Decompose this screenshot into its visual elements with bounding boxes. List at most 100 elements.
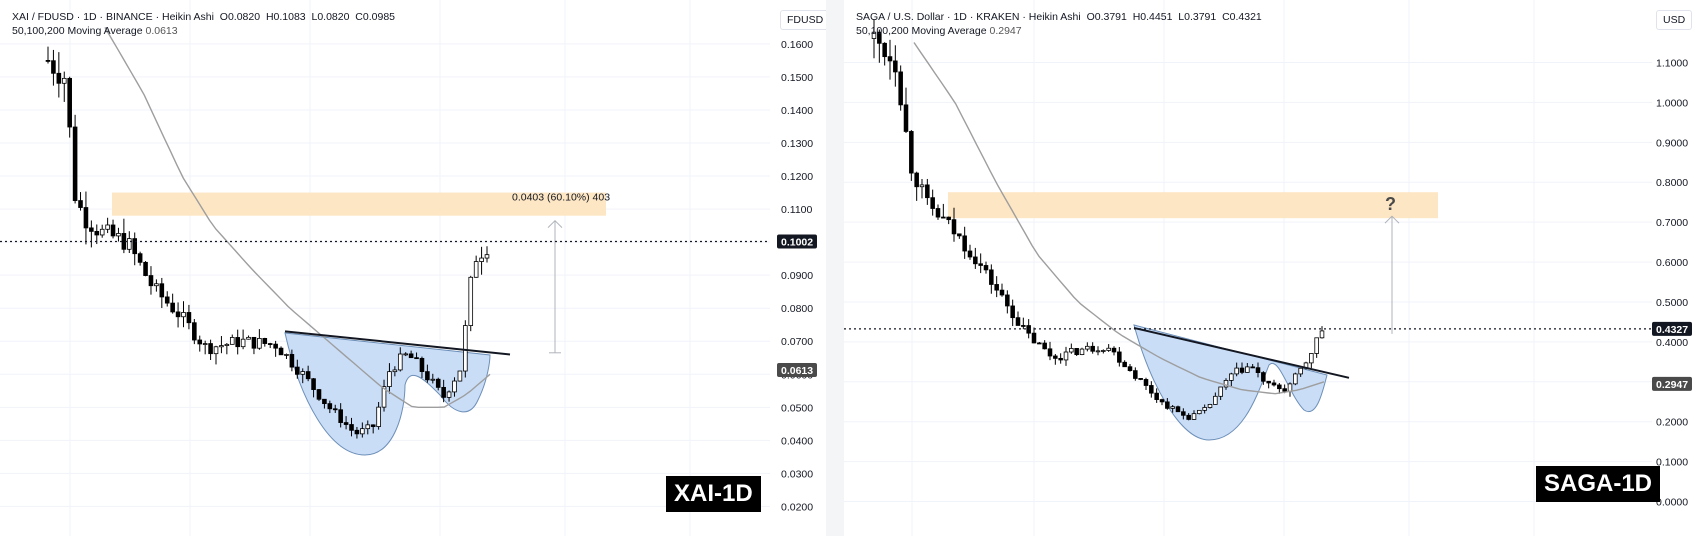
xai-candle <box>425 364 430 383</box>
xai-candle <box>251 336 257 355</box>
saga-chart-svg[interactable]: 1.1000 1.0000 0.9000 0.8000 0.7000 0.6000 0.50… <box>844 0 1700 536</box>
xai-neckline <box>284 330 511 356</box>
xai-candle-body <box>164 296 170 304</box>
xai-legend-line1: XAI / FDUSD · 1D · BINANCE · Heikin Ashi… <box>12 11 395 23</box>
saga-candle-body <box>994 284 999 291</box>
saga-candle-body <box>1245 366 1250 373</box>
xai-moving-average-line <box>104 27 491 408</box>
xai-candle-body <box>381 386 387 408</box>
xai-candle <box>72 114 78 204</box>
saga-candle-body <box>967 250 973 258</box>
xai-candle-body <box>289 354 295 368</box>
xai-candle <box>126 231 132 254</box>
saga-candle <box>1218 386 1223 400</box>
saga-candle <box>1117 346 1122 367</box>
xai-candle <box>213 345 219 365</box>
xai-candle-body <box>240 338 246 348</box>
saga-candle <box>1202 404 1207 414</box>
xai-candle <box>430 373 436 384</box>
xai-candle <box>181 301 186 328</box>
saga-interval[interactable]: 1D <box>953 11 967 23</box>
saga-candle-body <box>909 131 914 174</box>
xai-candle <box>78 192 83 211</box>
saga-candle-body <box>1058 357 1063 361</box>
xai-chart-panel[interactable]: 0.1600 0.1500 0.1400 0.1300 0.1200 0.1100 0.10… <box>0 0 826 536</box>
xai-candle <box>397 347 403 372</box>
saga-candle-body <box>1261 372 1266 382</box>
saga-candle-body <box>871 31 877 39</box>
saga-candle-body <box>1207 404 1213 408</box>
xai-candle <box>414 352 419 360</box>
saga-candle <box>1010 299 1015 327</box>
saga-candle-body <box>1266 380 1271 384</box>
saga-symbol[interactable]: SAGA / U.S. Dollar <box>856 11 945 23</box>
xai-chart-svg[interactable]: 0.1600 0.1500 0.1400 0.1300 0.1200 0.1100 0.10… <box>0 0 826 536</box>
xai-candle <box>452 377 457 397</box>
xai-y-tick-label: 0.1600 <box>781 39 813 51</box>
xai-candle-body <box>235 337 240 348</box>
xai-symbol[interactable]: XAI / FDUSD <box>12 11 74 23</box>
xai-candle <box>305 365 311 382</box>
xai-candle-body <box>360 428 365 435</box>
saga-candle <box>1090 342 1095 354</box>
xai-candle-body <box>45 60 51 62</box>
saga-candle-body <box>1181 411 1186 416</box>
saga-candle <box>1293 372 1298 386</box>
xai-candle <box>316 388 322 401</box>
saga-candle <box>1191 410 1197 421</box>
saga-candle-body <box>1202 407 1207 411</box>
saga-candle-body <box>1319 330 1325 339</box>
saga-high: H0.4451 <box>1132 11 1173 23</box>
saga-measure-arrowhead <box>1384 215 1400 224</box>
saga-candle <box>1074 348 1079 356</box>
xai-candle <box>289 349 295 372</box>
saga-y-tick-label: 0.0000 <box>1656 497 1688 509</box>
saga-candle-body <box>1229 373 1234 381</box>
xai-candle <box>338 403 343 428</box>
xai-candle <box>175 302 181 328</box>
saga-candle-body <box>1005 294 1010 307</box>
saga-y-tick-label: 1.1000 <box>1656 57 1688 69</box>
saga-resistance-zone <box>948 192 1438 219</box>
saga-candle <box>1106 344 1111 352</box>
saga-candle-body <box>1063 351 1069 361</box>
saga-candle-body <box>941 216 946 219</box>
xai-candle-body <box>83 207 89 229</box>
xai-candle <box>327 400 333 414</box>
xai-y-tick-label: 0.0400 <box>781 435 813 447</box>
saga-candle <box>1069 343 1074 354</box>
saga-currency-button[interactable]: USD <box>1656 10 1693 30</box>
saga-candle-body <box>989 269 994 285</box>
xai-candle-body <box>197 339 203 345</box>
xai-resistance-zone <box>112 192 606 216</box>
xai-legend: XAI / FDUSD · 1D · BINANCE · Heikin Ashi… <box>12 10 395 38</box>
saga-candle <box>1063 346 1069 366</box>
saga-y-tick-label: 0.2000 <box>1656 417 1688 429</box>
xai-candle <box>94 224 100 245</box>
xai-candle-body <box>430 378 436 381</box>
saga-candle-body <box>1111 347 1117 353</box>
saga-candle <box>1298 367 1303 377</box>
saga-candle <box>887 39 893 80</box>
xai-close: C0.0985 <box>355 11 395 23</box>
xai-open: O0.0820 <box>219 11 261 23</box>
xai-candle-body <box>116 233 121 237</box>
saga-indicator-name[interactable]: 50,100,200 Moving Average <box>856 25 987 37</box>
saga-chart-panel[interactable]: 1.1000 1.0000 0.9000 0.8000 0.7000 0.6000 0.50… <box>844 0 1700 536</box>
saga-candle <box>1266 380 1271 389</box>
xai-candle <box>192 318 197 345</box>
xai-low: L0.0820 <box>311 11 350 23</box>
saga-candle-body <box>1309 353 1314 364</box>
xai-indicator-name[interactable]: 50,100,200 Moving Average <box>12 25 143 37</box>
xai-measure-arrowhead <box>547 219 563 229</box>
saga-candle-body <box>999 289 1005 296</box>
xai-candle-body <box>132 238 138 255</box>
saga-candle-body <box>1031 332 1037 344</box>
xai-interval[interactable]: 1D <box>83 11 97 23</box>
saga-open: O0.3791 <box>1086 11 1127 23</box>
xai-currency-button[interactable]: FDUSD <box>780 10 826 30</box>
xai-candle-body <box>376 406 381 427</box>
saga-candle <box>893 45 898 87</box>
saga-legend-line2: 50,100,200 Moving Average 0.2947 <box>856 24 1262 38</box>
xai-candle-body <box>56 72 62 84</box>
